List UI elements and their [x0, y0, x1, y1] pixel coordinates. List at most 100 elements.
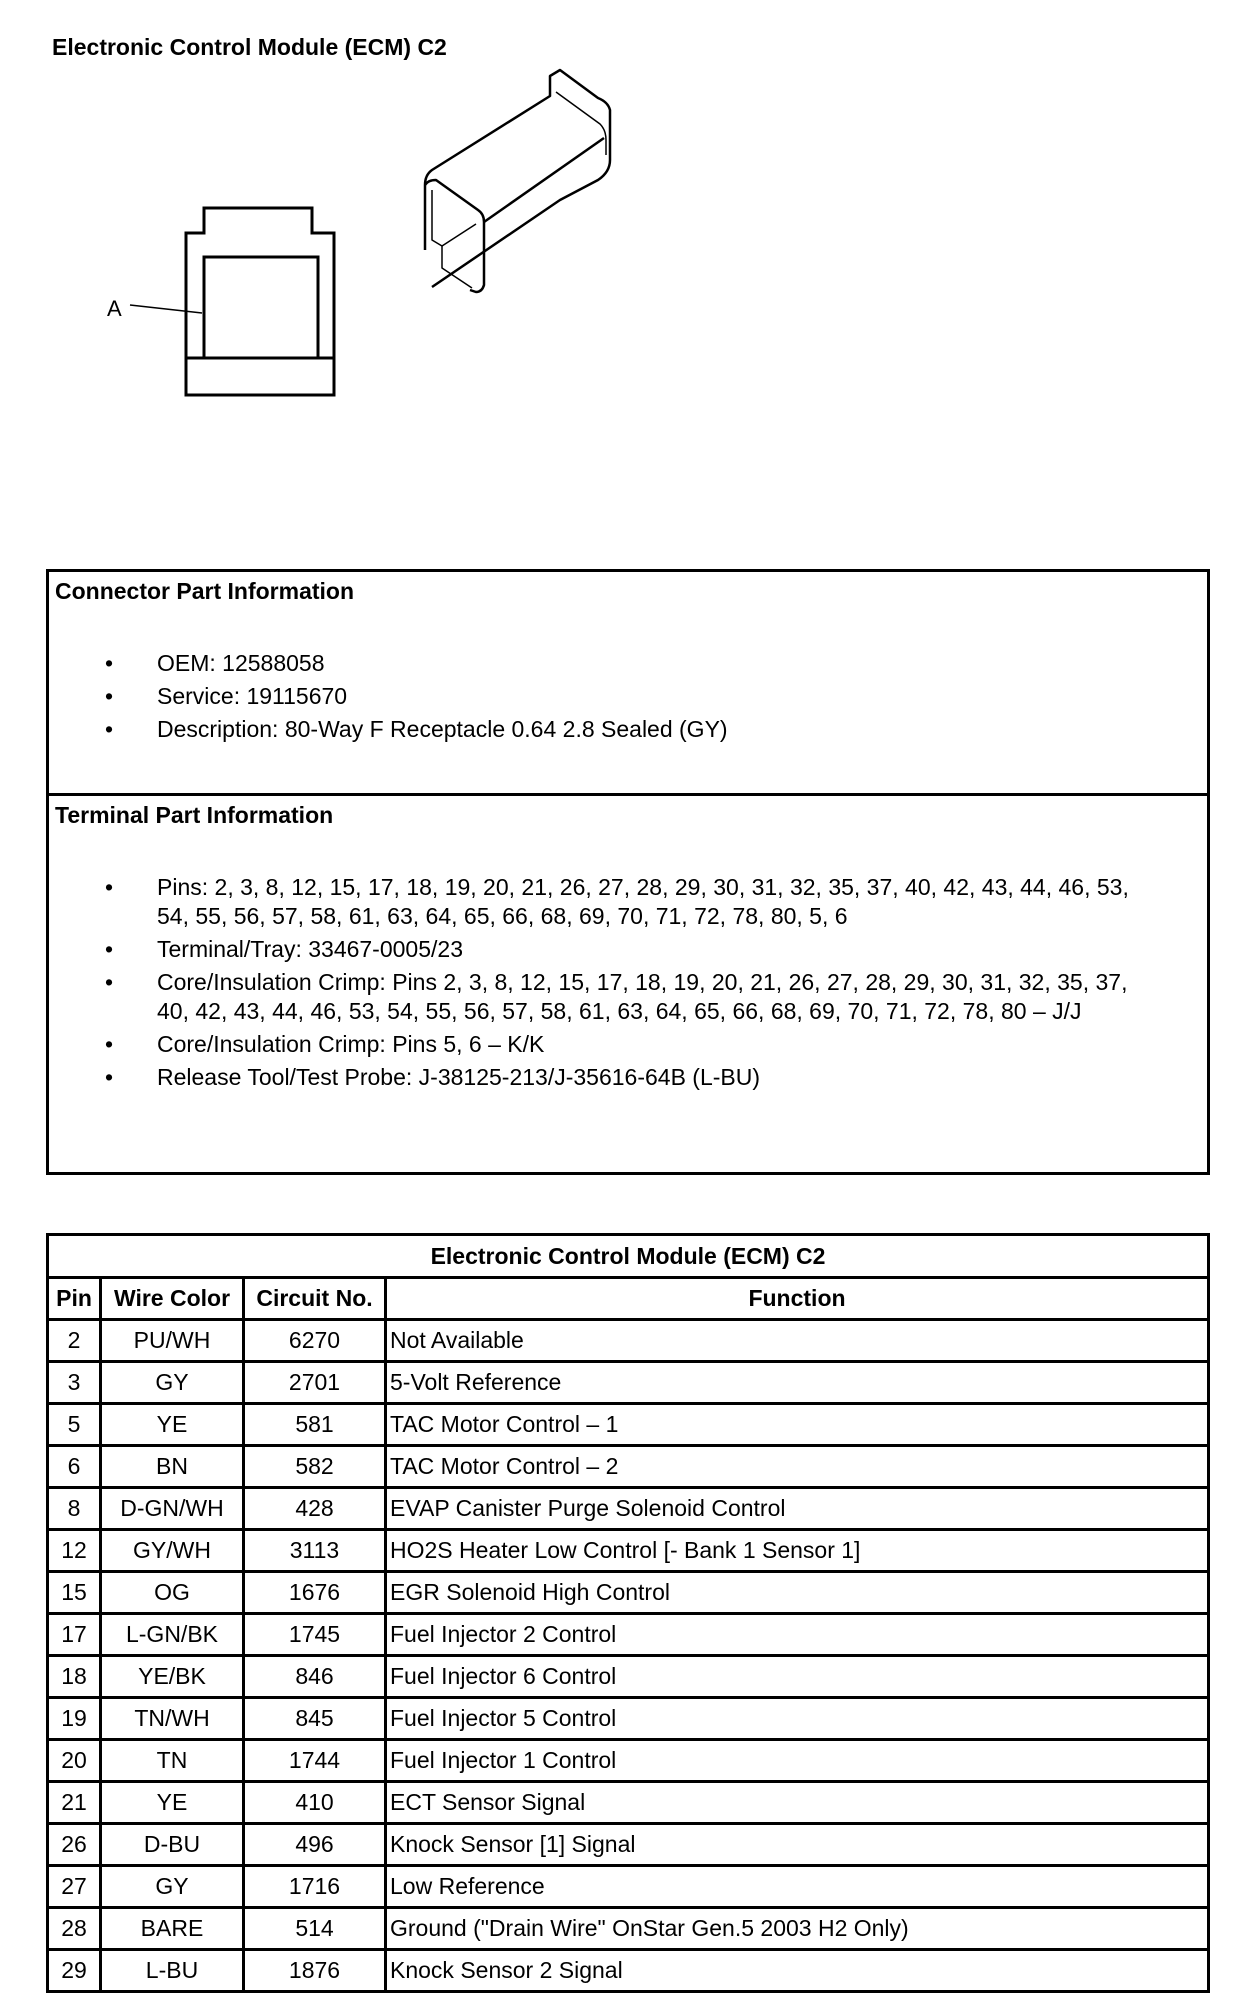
- table-row: 17 L-GN/BK 1745 Fuel Injector 2 Control: [46, 1612, 1210, 1657]
- cell-pin: 19: [46, 1696, 102, 1741]
- cell-circuit-no: 410: [242, 1780, 387, 1825]
- cell-pin: 17: [46, 1612, 102, 1657]
- table-row: 12 GY/WH 3113 HO2S Heater Low Control [- Ba…: [46, 1528, 1210, 1573]
- table-row: 21 YE 410 ECT Sensor Signal: [46, 1780, 1210, 1825]
- cell-function: EGR Solenoid High Control: [384, 1570, 1210, 1615]
- cell-pin: 6: [46, 1444, 102, 1489]
- table-row: 6 BN 582 TAC Motor Control – 2: [46, 1444, 1210, 1489]
- list-item: Terminal/Tray: 33467-0005/23: [105, 935, 1161, 964]
- list-item: Service: 19115670: [105, 682, 1161, 711]
- cell-circuit-no: 6270: [242, 1318, 387, 1363]
- table-row: 5 YE 581 TAC Motor Control – 1: [46, 1402, 1210, 1447]
- cell-wire-color: OG: [99, 1570, 245, 1615]
- cell-circuit-no: 428: [242, 1486, 387, 1531]
- table-row: 2 PU/WH 6270 Not Available: [46, 1318, 1210, 1363]
- cell-wire-color: PU/WH: [99, 1318, 245, 1363]
- cell-circuit-no: 1745: [242, 1612, 387, 1657]
- table-row: 15 OG 1676 EGR Solenoid High Control: [46, 1570, 1210, 1615]
- connector-face-view: [184, 206, 336, 397]
- cell-wire-color: GY: [99, 1864, 245, 1909]
- column-header-pin: Pin: [46, 1276, 102, 1321]
- cell-wire-color: L-BU: [99, 1948, 245, 1993]
- list-item: Release Tool/Test Probe: J-38125-213/J-3…: [105, 1063, 1161, 1092]
- cell-function: Low Reference: [384, 1864, 1210, 1909]
- cell-pin: 15: [46, 1570, 102, 1615]
- cell-wire-color: YE: [99, 1780, 245, 1825]
- cell-circuit-no: 2701: [242, 1360, 387, 1405]
- cell-pin: 29: [46, 1948, 102, 1993]
- cell-circuit-no: 1744: [242, 1738, 387, 1783]
- list-item: Description: 80-Way F Receptacle 0.64 2.…: [105, 715, 1161, 744]
- cell-pin: 26: [46, 1822, 102, 1867]
- table-row: 27 GY 1716 Low Reference: [46, 1864, 1210, 1909]
- terminal-part-information: Terminal Part Information Pins: 2, 3, 8,…: [49, 796, 1207, 1092]
- cell-wire-color: D-BU: [99, 1822, 245, 1867]
- cell-circuit-no: 1716: [242, 1864, 387, 1909]
- cell-function: Fuel Injector 5 Control: [384, 1696, 1210, 1741]
- cell-pin: 18: [46, 1654, 102, 1699]
- terminal-area-a: [202, 255, 320, 360]
- callout-leader: [129, 304, 203, 314]
- table-row: 18 YE/BK 846 Fuel Injector 6 Control: [46, 1654, 1210, 1699]
- table-row: 3 GY 2701 5-Volt Reference: [46, 1360, 1210, 1405]
- cell-circuit-no: 1876: [242, 1948, 387, 1993]
- cell-function: HO2S Heater Low Control [- Bank 1 Sensor…: [384, 1528, 1210, 1573]
- cell-pin: 27: [46, 1864, 102, 1909]
- connector-isometric-view: [423, 68, 612, 294]
- cell-function: 5-Volt Reference: [384, 1360, 1210, 1405]
- cell-function: Not Available: [384, 1318, 1210, 1363]
- cell-circuit-no: 3113: [242, 1528, 387, 1573]
- cell-pin: 20: [46, 1738, 102, 1783]
- cell-function: TAC Motor Control – 2: [384, 1444, 1210, 1489]
- cell-pin: 12: [46, 1528, 102, 1573]
- column-header-circuit-no: Circuit No.: [242, 1276, 387, 1321]
- callout-label-a: A: [107, 296, 122, 321]
- cell-wire-color: TN/WH: [99, 1696, 245, 1741]
- table-row: 19 TN/WH 845 Fuel Injector 5 Control: [46, 1696, 1210, 1741]
- cell-wire-color: GY/WH: [99, 1528, 245, 1573]
- part-information-box: Connector Part Information OEM: 12588058…: [46, 569, 1210, 1175]
- cell-pin: 8: [46, 1486, 102, 1531]
- cell-function: EVAP Canister Purge Solenoid Control: [384, 1486, 1210, 1531]
- section-heading: Connector Part Information: [55, 578, 355, 604]
- table-row: 29 L-BU 1876 Knock Sensor 2 Signal: [46, 1948, 1210, 1993]
- cell-circuit-no: 496: [242, 1822, 387, 1867]
- cell-pin: 3: [46, 1360, 102, 1405]
- list-item: Pins: 2, 3, 8, 12, 15, 17, 18, 19, 20, 2…: [105, 873, 1161, 931]
- cell-circuit-no: 846: [242, 1654, 387, 1699]
- cell-pin: 21: [46, 1780, 102, 1825]
- connector-part-information: Connector Part Information OEM: 12588058…: [49, 572, 1207, 796]
- section-heading: Terminal Part Information: [55, 802, 334, 828]
- list-item: Core/Insulation Crimp: Pins 5, 6 – K/K: [105, 1030, 1161, 1059]
- cell-wire-color: GY: [99, 1360, 245, 1405]
- cell-wire-color: L-GN/BK: [99, 1612, 245, 1657]
- cell-wire-color: TN: [99, 1738, 245, 1783]
- cell-function: Ground ("Drain Wire" OnStar Gen.5 2003 H…: [384, 1906, 1210, 1951]
- column-header-function: Function: [384, 1276, 1210, 1321]
- cell-wire-color: YE/BK: [99, 1654, 245, 1699]
- pin-table: Electronic Control Module (ECM) C2 Pin W…: [46, 1233, 1210, 1993]
- table-title: Electronic Control Module (ECM) C2: [46, 1233, 1210, 1279]
- cell-wire-color: BARE: [99, 1906, 245, 1951]
- cell-function: Fuel Injector 2 Control: [384, 1612, 1210, 1657]
- table-row: 8 D-GN/WH 428 EVAP Canister Purge Solenoid …: [46, 1486, 1210, 1531]
- cell-wire-color: YE: [99, 1402, 245, 1447]
- page-title: Electronic Control Module (ECM) C2: [52, 34, 447, 60]
- cell-pin: 5: [46, 1402, 102, 1447]
- cell-function: Fuel Injector 1 Control: [384, 1738, 1210, 1783]
- cell-circuit-no: 845: [242, 1696, 387, 1741]
- cell-circuit-no: 514: [242, 1906, 387, 1951]
- cell-circuit-no: 1676: [242, 1570, 387, 1615]
- table-row: 28 BARE 514 Ground ("Drain Wire" OnStar Gen…: [46, 1906, 1210, 1951]
- table-row: 20 TN 1744 Fuel Injector 1 Control: [46, 1738, 1210, 1783]
- connector-diagram: A: [107, 68, 612, 397]
- cell-function: ECT Sensor Signal: [384, 1780, 1210, 1825]
- list-item: Core/Insulation Crimp: Pins 2, 3, 8, 12,…: [105, 968, 1161, 1026]
- cell-function: Knock Sensor [1] Signal: [384, 1822, 1210, 1867]
- cell-function: Fuel Injector 6 Control: [384, 1654, 1210, 1699]
- cell-function: TAC Motor Control – 1: [384, 1402, 1210, 1447]
- cell-wire-color: D-GN/WH: [99, 1486, 245, 1531]
- cell-pin: 2: [46, 1318, 102, 1363]
- cell-wire-color: BN: [99, 1444, 245, 1489]
- cell-pin: 28: [46, 1906, 102, 1951]
